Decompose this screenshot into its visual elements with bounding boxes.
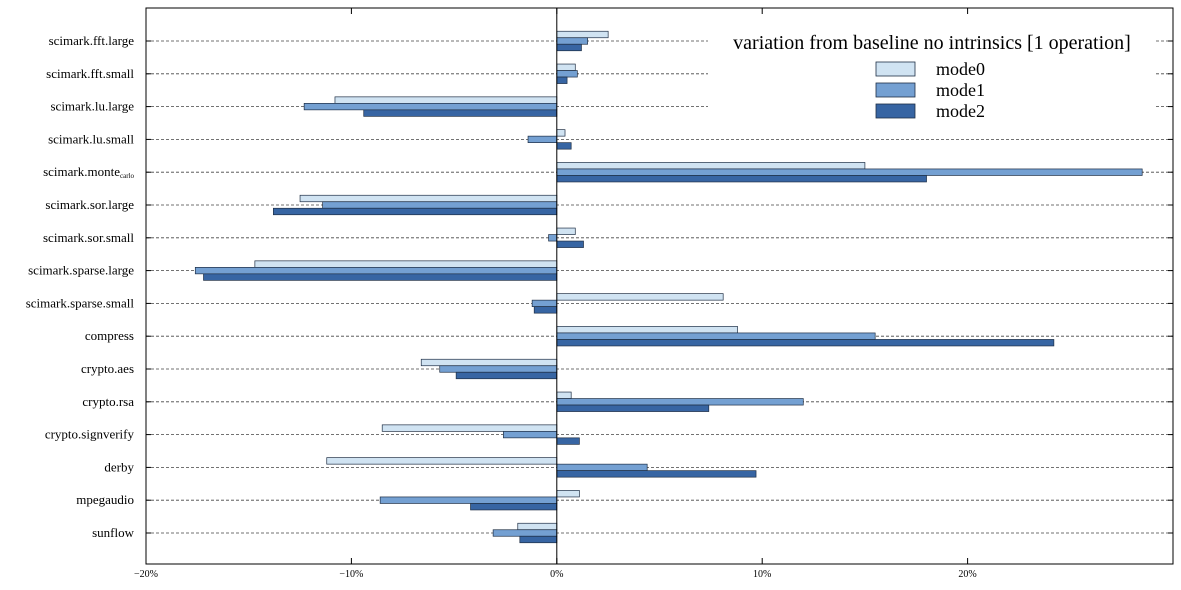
bar-mode2 xyxy=(556,175,927,183)
bar-mode0 xyxy=(381,424,558,432)
bar-mode2 xyxy=(533,306,558,314)
bar-mode1 xyxy=(556,398,804,406)
x-tick-label: 0% xyxy=(550,569,563,580)
bar-mode2 xyxy=(556,404,710,412)
bar-mode0 xyxy=(420,358,558,367)
bar-mode0 xyxy=(334,96,558,104)
bar-mode2 xyxy=(556,142,572,150)
legend-label-mode2: mode2 xyxy=(936,101,985,121)
bar-mode2 xyxy=(556,43,582,52)
bar-mode0 xyxy=(299,194,558,203)
category-label: crypto.aes xyxy=(81,361,134,376)
bar-layer xyxy=(194,30,1143,544)
legend: variation from baseline no intrinsics [1… xyxy=(708,28,1154,128)
bar-mode2 xyxy=(556,240,584,248)
bar-mode1 xyxy=(194,267,558,275)
bar-mode1 xyxy=(556,332,876,340)
bar-mode0 xyxy=(326,457,558,465)
bar-mode0 xyxy=(556,162,866,170)
bar-mode0 xyxy=(556,293,724,301)
x-tick-label: −10% xyxy=(339,569,363,580)
category-label: mpegaudio xyxy=(76,492,134,507)
bar-mode0 xyxy=(254,260,558,268)
bar-mode1 xyxy=(503,431,558,439)
category-label: derby xyxy=(104,459,134,474)
category-label: crypto.signverify xyxy=(45,427,135,442)
bar-mode0 xyxy=(556,326,738,334)
legend-swatch-mode2 xyxy=(875,103,916,119)
label-layer: scimark.fft.large scimark.fft.small scimar… xyxy=(26,33,977,580)
bar-mode1 xyxy=(556,70,578,78)
category-label: scimark.lu.small xyxy=(48,131,134,146)
bar-mode1 xyxy=(556,463,648,471)
legend-label-mode0: mode0 xyxy=(936,59,985,79)
category-label: scimark.sor.small xyxy=(43,230,134,245)
legend-title: variation from baseline no intrinsics [1… xyxy=(733,32,1131,54)
category-label: scimark.sparse.small xyxy=(26,295,135,310)
bar-mode0 xyxy=(556,30,609,39)
category-label: scimark.sparse.large xyxy=(28,263,134,278)
bar-mode0 xyxy=(517,522,558,531)
category-label: scimark.montecarlo xyxy=(43,164,134,180)
legend-background xyxy=(708,28,1154,128)
bar-mode1 xyxy=(556,168,1143,176)
bar-mode2 xyxy=(203,273,558,281)
x-tick-label: −20% xyxy=(134,569,158,580)
bar-mode1 xyxy=(527,135,558,143)
bar-mode0 xyxy=(556,129,566,137)
category-label: sunflow xyxy=(92,525,135,540)
bar-mode2 xyxy=(556,76,568,84)
bar-mode2 xyxy=(470,503,558,511)
bar-mode0 xyxy=(556,391,572,399)
bar-mode1 xyxy=(303,102,558,111)
bar-mode0 xyxy=(556,490,580,498)
bar-mode0 xyxy=(556,227,576,235)
bar-mode1 xyxy=(531,299,558,307)
bar-mode2 xyxy=(556,437,580,445)
bar-mode1 xyxy=(379,496,558,504)
bar-mode1 xyxy=(322,201,558,209)
x-tick-label: 20% xyxy=(958,569,976,580)
bar-mode1 xyxy=(492,529,558,537)
bar-mode1 xyxy=(439,365,558,373)
legend-swatch-mode0 xyxy=(875,61,916,77)
plot-frame xyxy=(145,7,1174,565)
axis-layer xyxy=(145,7,1174,565)
bar-mode2 xyxy=(556,339,1055,347)
legend-label-mode1: mode1 xyxy=(936,80,985,100)
legend-swatch-mode1 xyxy=(875,82,916,98)
bar-mode2 xyxy=(272,207,558,216)
category-label: scimark.fft.small xyxy=(46,66,134,81)
bar-mode0 xyxy=(556,63,576,71)
bar-mode2 xyxy=(455,371,558,380)
x-tick-label: 10% xyxy=(753,569,771,580)
bar-mode1 xyxy=(556,37,588,45)
category-label: scimark.sor.large xyxy=(45,197,134,212)
category-label: scimark.fft.large xyxy=(49,33,135,48)
bar-mode2 xyxy=(363,109,558,117)
category-label: scimark.lu.large xyxy=(50,99,134,114)
bar-mode2 xyxy=(556,470,757,478)
bar-mode2 xyxy=(519,535,558,544)
bar-mode1 xyxy=(548,234,558,242)
category-label: crypto.rsa xyxy=(82,394,134,409)
category-label: compress xyxy=(85,328,134,343)
